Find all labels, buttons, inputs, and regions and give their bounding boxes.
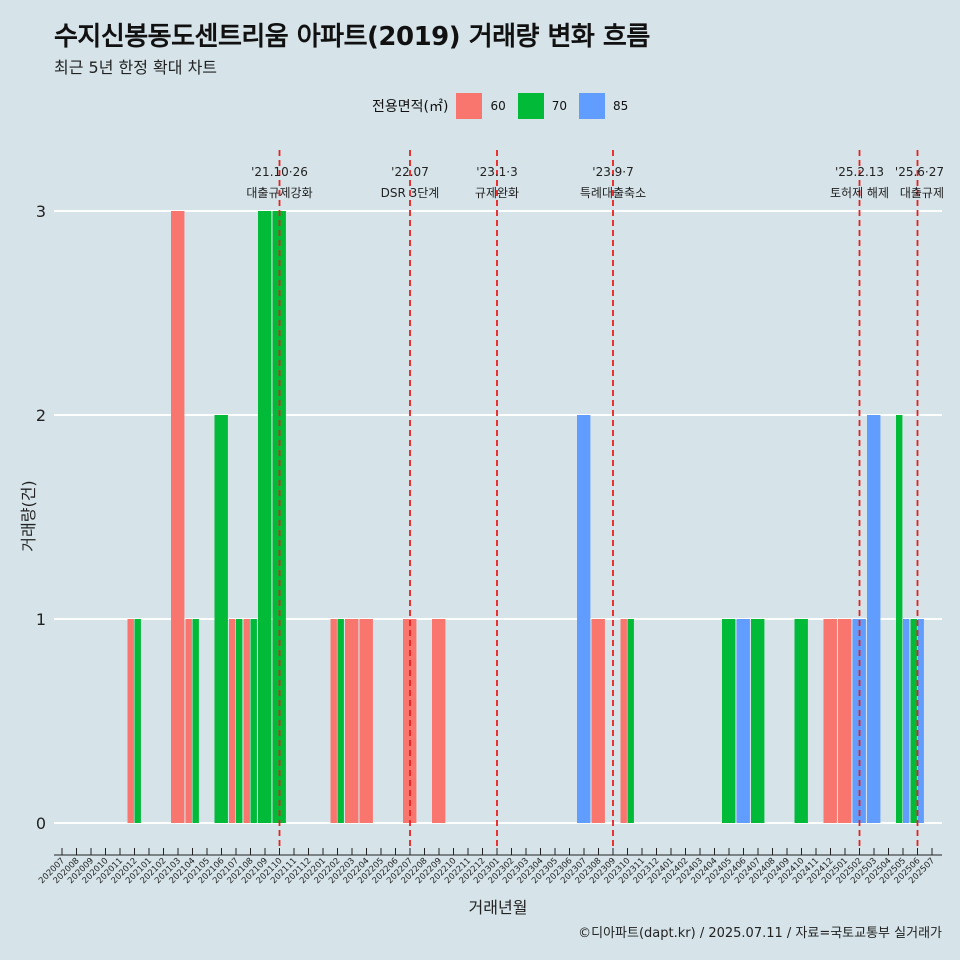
bar-70-202505 [896,415,903,823]
event-date-label: '22.07 [391,165,429,179]
bar-60-202310 [620,619,627,823]
bar-60-202104 [185,619,192,823]
y-tick-label: 1 [36,610,46,629]
event-date-label: '25.2.13 [835,165,884,179]
bar-85-202307 [577,415,591,823]
bar-60-202412 [823,619,837,823]
event-name-label: 특례대출축소 [580,186,646,200]
page-subtitle: 최근 5년 한정 확대 차트 [54,58,218,77]
grid-layer [54,210,942,824]
legend-swatch-60 [456,93,483,119]
legend-swatch-85 [579,93,606,119]
bar-60-202012 [127,619,134,823]
bar-60-202107 [229,619,236,823]
legend-label-85: 85 [613,99,629,113]
y-axis-title: 거래량(건) [19,480,38,551]
bars-layer [127,211,924,823]
legend-label-60: 60 [490,99,506,113]
bar-85-202406 [736,619,750,823]
legend-item-85: 85 [579,93,628,119]
bar-70-202410 [794,619,808,823]
bar-60-202308 [591,619,605,823]
bar-70-202110 [272,211,286,823]
event-date-label: '23.1·3 [476,165,517,179]
event-date-label: '23.9·7 [592,165,633,179]
event-name-label: 토허제 해제 [830,186,889,200]
bar-60-202103 [171,211,185,823]
legend-item-70: 70 [517,93,568,119]
event-name-label: 대출규제강화 [246,186,312,200]
bar-70-202012 [134,619,141,823]
bar-85-202506 [917,619,924,823]
bar-70-202107 [236,619,243,823]
page-title: 수지신봉동도센트리움 아파트(2019) 거래량 변화 흐름 [54,22,650,52]
bar-60-202204 [359,619,373,823]
bar-85-202505 [903,619,910,823]
legend: 전용면적(㎡) 60 70 85 [372,92,640,120]
bar-60-202108 [243,619,250,823]
event-date-label: '25.6·27 [895,165,944,179]
annotation-layer: '21.10·26 대출규제강화 '22.07 DSR 3단계 '23.1·3 규제완화 '… [246,150,944,850]
bar-70-202104 [192,619,199,823]
y-tick-label: 3 [36,202,46,221]
bar-70-202202 [337,619,344,823]
bar-70-202108 [250,619,257,823]
bar-60-202501 [838,619,852,823]
bar-85-202503 [867,415,881,823]
bar-70-202310 [627,619,634,823]
bar-70-202506 [910,619,917,823]
bar-70-202405 [722,619,736,823]
legend-title: 전용면적(㎡) [372,99,449,115]
bar-60-202203 [345,619,359,823]
legend-item-60: 60 [456,93,506,119]
bar-60-202202 [330,619,337,823]
bar-70-202109 [258,211,272,823]
y-tick-label: 0 [36,814,46,833]
bar-70-202106 [214,415,228,823]
source-caption: ©디아파트(dapt.kr) / 2025.07.11 / 자료=국토교통부 실… [578,926,942,941]
event-name-label: 규제완화 [475,186,519,200]
y-tick-label: 2 [36,406,46,425]
bar-60-202209 [432,619,446,823]
bar-70-202407 [751,619,765,823]
legend-label-70: 70 [551,99,568,113]
event-name-label: DSR 3단계 [381,186,440,200]
event-name-label: 대출규제 [900,186,944,200]
event-date-label: '21.10·26 [251,165,308,179]
x-axis-title: 거래년월 [469,898,528,917]
legend-swatch-70 [517,93,544,119]
